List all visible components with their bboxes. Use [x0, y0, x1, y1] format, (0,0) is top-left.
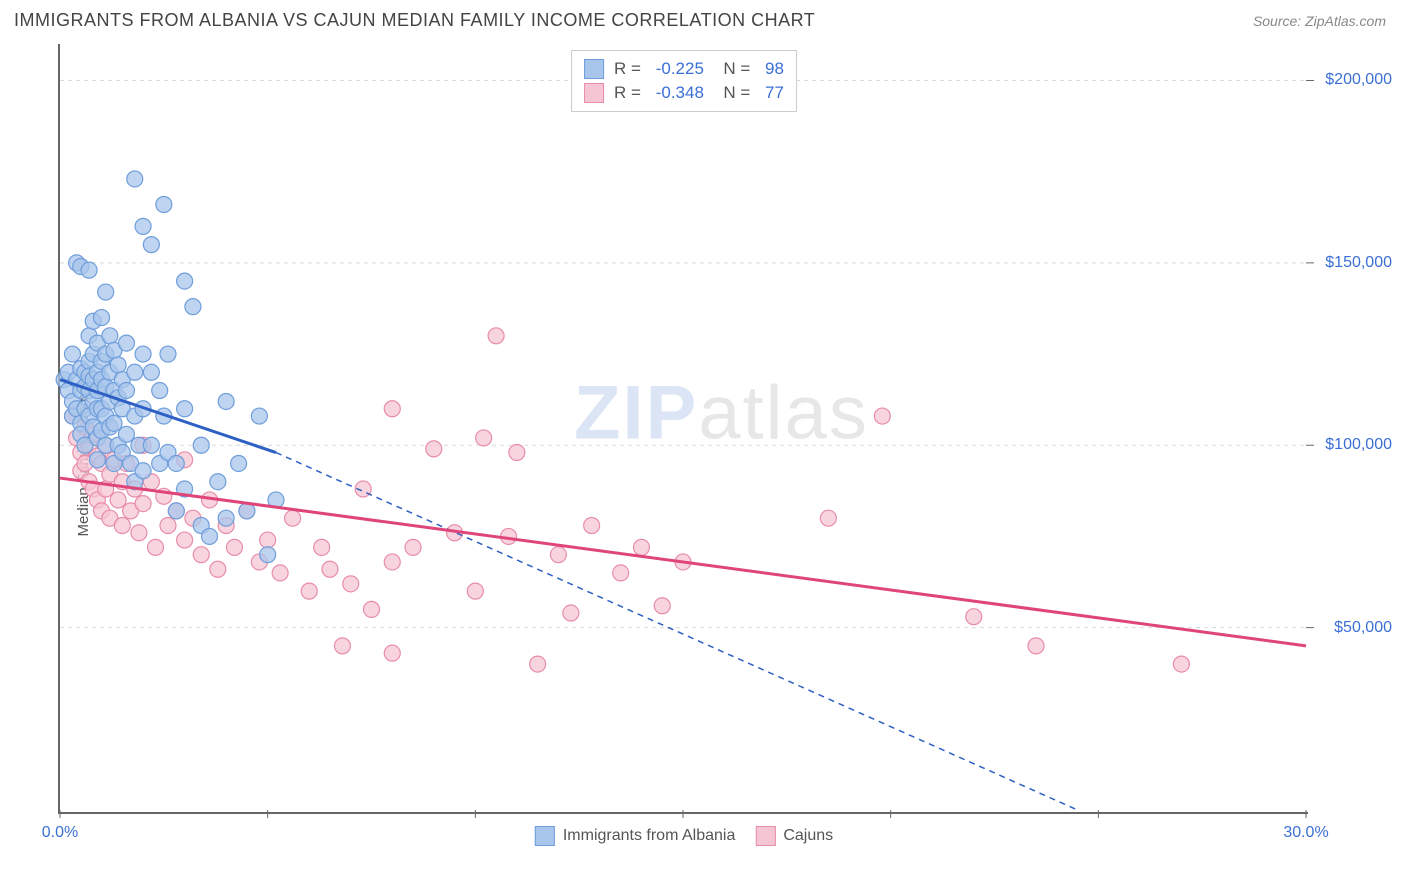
ytick-label: $50,000 — [1334, 619, 1392, 637]
legend-label-cajuns: Cajuns — [783, 827, 833, 845]
n-albania: 98 — [765, 57, 784, 81]
xtick-label: 0.0% — [42, 824, 78, 842]
ytick-label: $150,000 — [1325, 254, 1392, 272]
r-albania: -0.225 — [656, 57, 704, 81]
legend-label-albania: Immigrants from Albania — [563, 827, 736, 845]
chart-title: IMMIGRANTS FROM ALBANIA VS CAJUN MEDIAN … — [14, 10, 815, 31]
legend-item-albania: Immigrants from Albania — [535, 826, 736, 846]
legend-item-cajuns: Cajuns — [755, 826, 833, 846]
ytick-label: $100,000 — [1325, 436, 1392, 454]
series-legend: Immigrants from Albania Cajuns — [535, 826, 833, 846]
swatch-albania-bottom — [535, 826, 555, 846]
plot-svg — [60, 44, 1308, 812]
r-cajuns: -0.348 — [656, 81, 704, 105]
plot-area: R = -0.225 N = 98 R = -0.348 N = 77 ZIPa… — [58, 44, 1308, 814]
swatch-albania — [584, 59, 604, 79]
ytick-label: $200,000 — [1325, 71, 1392, 89]
swatch-cajuns — [584, 83, 604, 103]
correlation-legend: R = -0.225 N = 98 R = -0.348 N = 77 — [571, 50, 797, 112]
n-cajuns: 77 — [765, 81, 784, 105]
legend-row-cajuns: R = -0.348 N = 77 — [584, 81, 784, 105]
legend-row-albania: R = -0.225 N = 98 — [584, 57, 784, 81]
swatch-cajuns-bottom — [755, 826, 775, 846]
source-label: Source: ZipAtlas.com — [1253, 13, 1386, 29]
chart-container: Median Family Income R = -0.225 N = 98 R… — [14, 44, 1392, 878]
xtick-label: 30.0% — [1283, 824, 1328, 842]
